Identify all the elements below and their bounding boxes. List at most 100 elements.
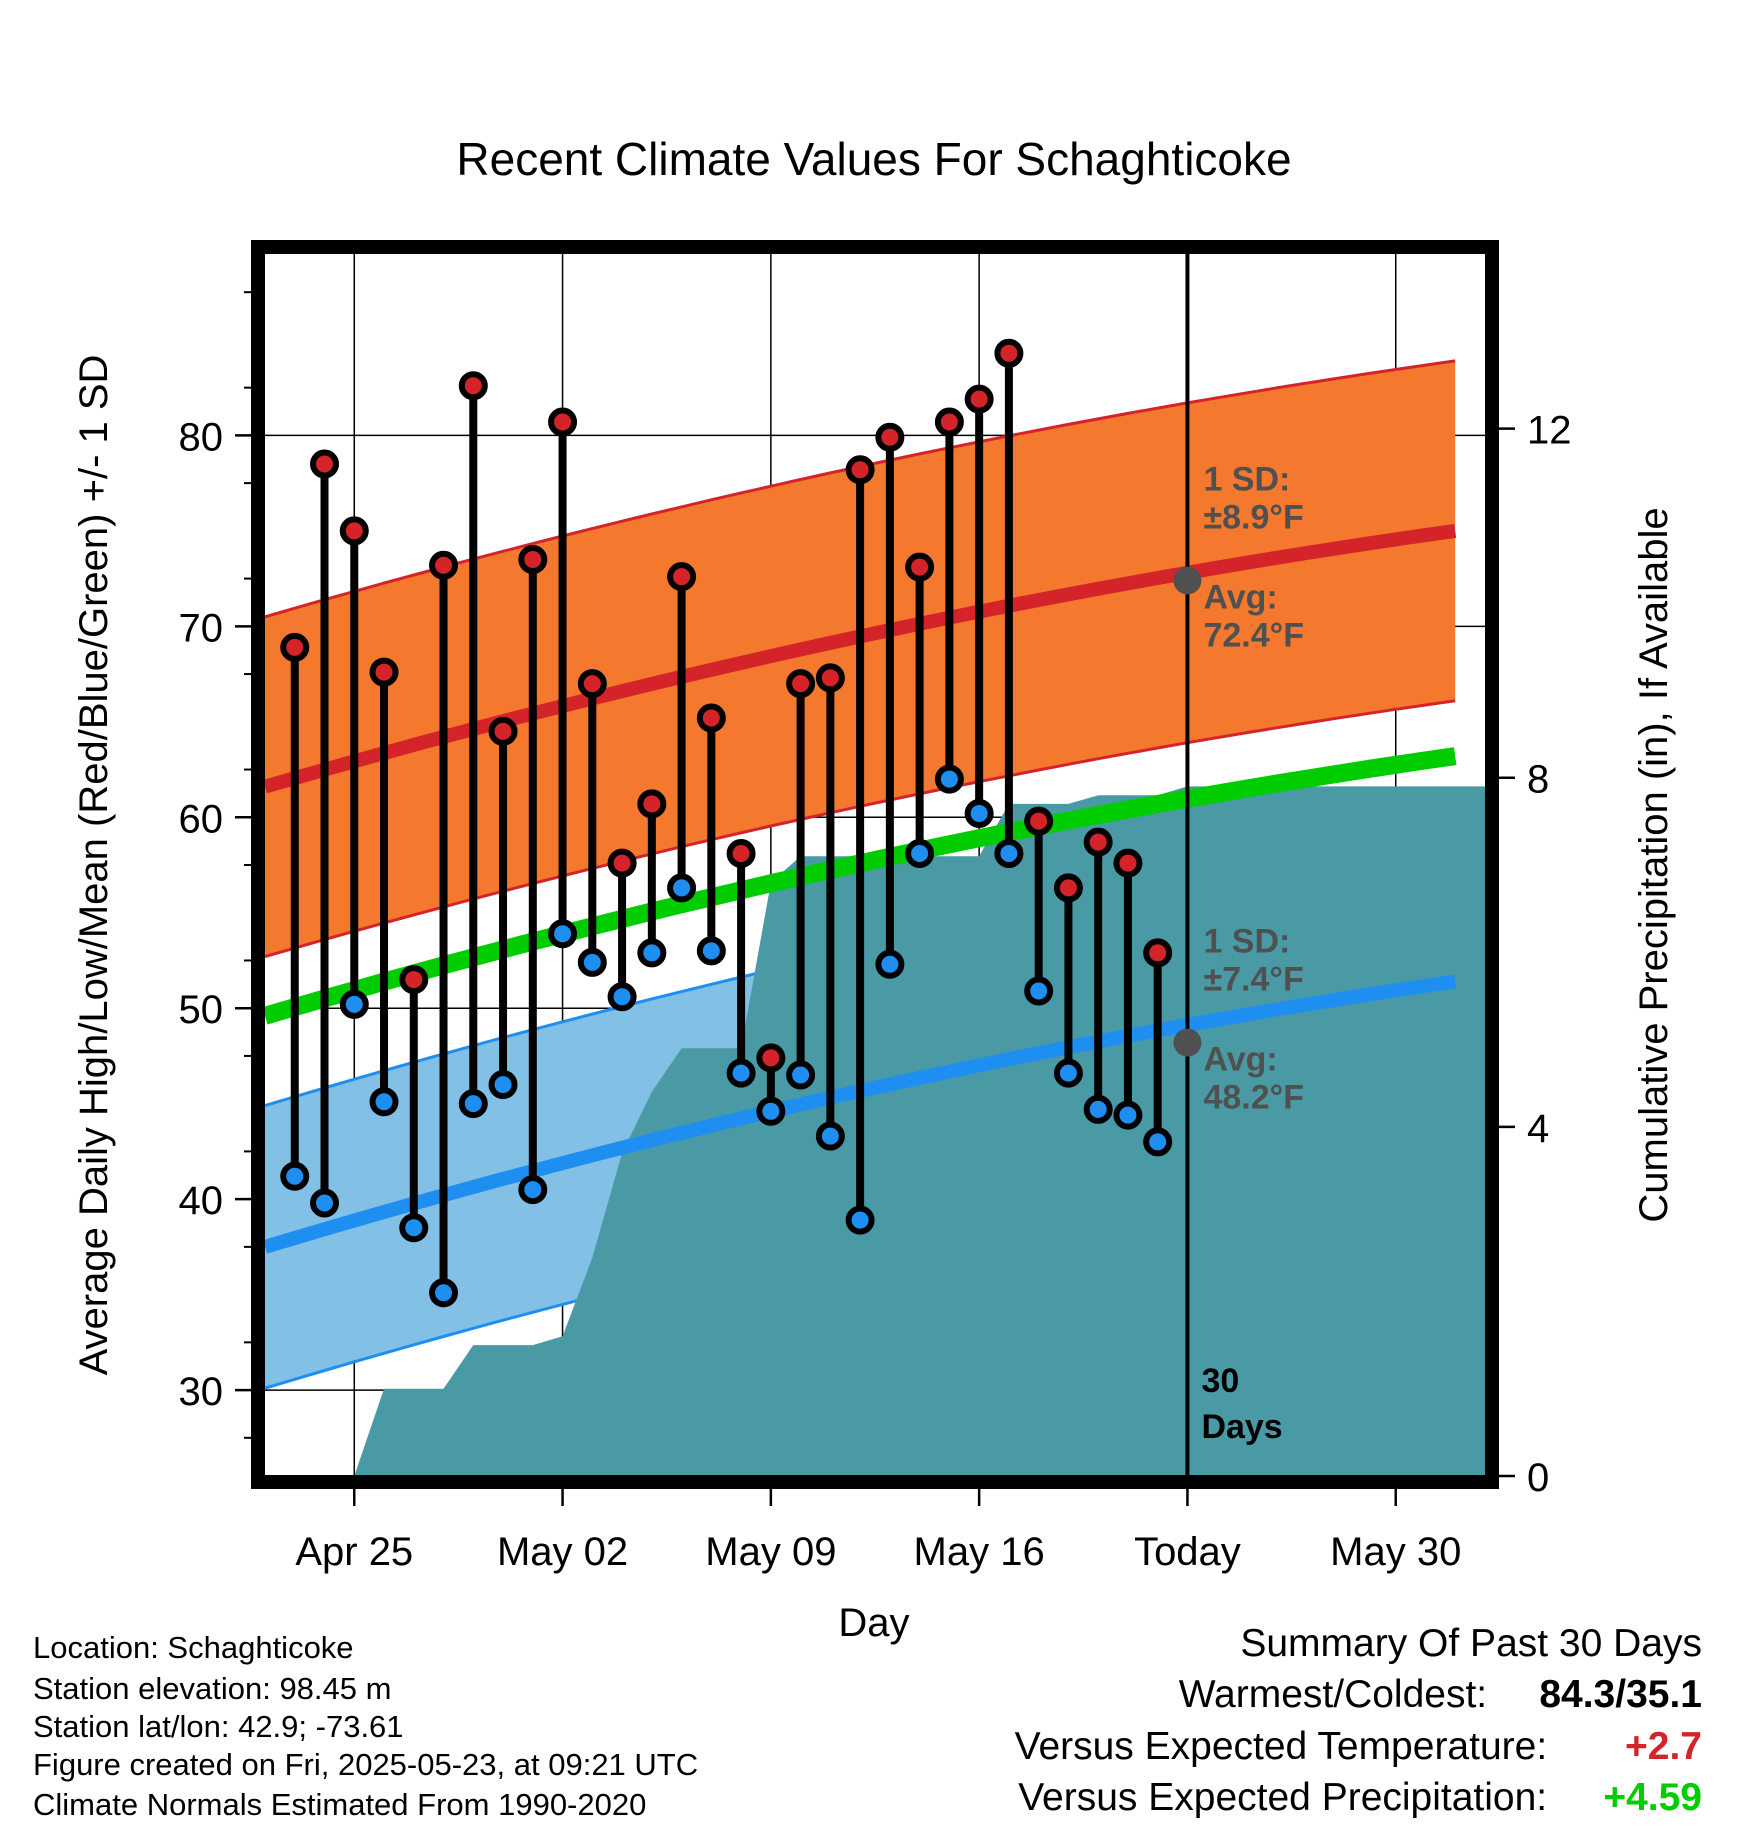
low-temp-point xyxy=(310,1188,340,1218)
high-temp-point xyxy=(875,422,905,452)
low-temp-point xyxy=(815,1121,845,1151)
high-temp-point xyxy=(815,663,845,693)
axes: 30 40 50 60 70 80 0 4 8 12 Apr 25 May 02 May 09 May 1… xyxy=(179,291,1572,1574)
x-tick-label: May 09 xyxy=(705,1530,836,1574)
annotation-low-line3: Avg: xyxy=(1203,1041,1277,1079)
precip-area xyxy=(354,786,1485,1476)
high-temp-point xyxy=(1083,827,1113,857)
daily-temperatures xyxy=(280,338,1173,1308)
high-temp-point xyxy=(726,839,756,869)
low-temp-point xyxy=(786,1060,816,1090)
annotation-high-line3: Avg: xyxy=(1203,579,1277,617)
y-tick-label: 60 xyxy=(179,797,224,841)
chart-title: Recent Climate Values For Schaghticoke xyxy=(456,133,1291,185)
x-tick-label: May 16 xyxy=(914,1530,1045,1574)
y2-axis-label: Cumulative Precipitation (in), If Availa… xyxy=(1632,507,1676,1222)
low-temp-point xyxy=(964,798,994,828)
high-temp-point xyxy=(845,455,875,485)
high-temp-point xyxy=(1143,938,1173,968)
high-temp-point xyxy=(369,657,399,687)
footer-latlon: Station lat/lon: 42.9; -73.61 xyxy=(33,1709,404,1744)
high-temp-point xyxy=(548,407,578,437)
high-temp-point xyxy=(934,407,964,437)
y-axis-label: Average Daily High/Low/Mean (Red/Blue/Gr… xyxy=(72,355,116,1376)
low-temp-point xyxy=(548,919,578,949)
low-temp-point xyxy=(1024,976,1054,1006)
precipitation-area xyxy=(354,786,1485,1476)
low-temp-point xyxy=(369,1087,399,1117)
high-temp-point xyxy=(786,669,816,699)
footer-created: Figure created on Fri, 2025-05-23, at 09… xyxy=(33,1747,699,1782)
low-temp-point xyxy=(994,839,1024,869)
high-temp-point xyxy=(399,965,429,995)
summary-temp-row: Versus Expected Temperature: +2.7 xyxy=(1015,1727,1702,1766)
low-temp-point xyxy=(696,936,726,966)
low-temp-point xyxy=(458,1089,488,1119)
today-marker: 30 Days xyxy=(1185,254,1283,1476)
high-temp-point xyxy=(280,632,310,662)
annotation-high-line2: ±8.9°F xyxy=(1203,499,1303,537)
today-days-label: Days xyxy=(1201,1408,1282,1446)
summary-precip-row: Versus Expected Precipitation: +4.59 xyxy=(1018,1778,1702,1817)
summary-warmest-value: 84.3/35.1 xyxy=(1539,1673,1702,1716)
footer-normals: Climate Normals Estimated From 1990-2020 xyxy=(33,1787,647,1822)
y-tick-label: 30 xyxy=(179,1370,224,1414)
annotation-high-line4: 72.4°F xyxy=(1203,617,1304,655)
avg-low-marker xyxy=(1173,1028,1202,1057)
high-temp-point xyxy=(994,338,1024,368)
low-temp-point xyxy=(875,949,905,979)
low-temp-point xyxy=(607,982,637,1012)
low-temp-point xyxy=(429,1278,459,1308)
annotation-low-line1: 1 SD: xyxy=(1203,923,1290,961)
high-temp-point xyxy=(1113,848,1143,878)
y-tick-label: 70 xyxy=(179,606,224,650)
footer-location: Location: Schaghticoke xyxy=(33,1630,354,1665)
today-days-number: 30 xyxy=(1201,1362,1239,1400)
low-temp-point xyxy=(1083,1094,1113,1124)
summary-temp-label: Versus Expected Temperature: xyxy=(1014,1725,1548,1768)
high-temp-point xyxy=(667,562,697,592)
x-tick-label: Today xyxy=(1134,1530,1241,1574)
low-temp-point xyxy=(934,764,964,794)
avg-high-marker xyxy=(1173,566,1202,595)
x-tick-label: May 02 xyxy=(497,1530,628,1574)
y2-tick-label: 12 xyxy=(1527,409,1572,453)
y-tick-label: 80 xyxy=(179,415,224,459)
low-temp-point xyxy=(1113,1100,1143,1130)
low-temp-point xyxy=(905,839,935,869)
plot-frame xyxy=(251,240,1499,1489)
high-temp-point xyxy=(905,552,935,582)
low-temp-point xyxy=(667,873,697,903)
low-temp-point xyxy=(756,1096,786,1126)
low-temp-point xyxy=(577,947,607,977)
high-temp-point xyxy=(518,545,548,574)
annotation-low-line4: 48.2°F xyxy=(1203,1079,1304,1117)
high-temp-point xyxy=(756,1043,786,1073)
y2-tick-label: 4 xyxy=(1527,1107,1549,1151)
low-temp-point xyxy=(280,1161,310,1191)
low-temp-point xyxy=(726,1058,756,1088)
y-tick-label: 50 xyxy=(179,988,224,1032)
summary-warmest-row: Warmest/Coldest: 84.3/35.1 xyxy=(1179,1675,1702,1714)
summary-title: Summary Of Past 30 Days xyxy=(1240,1622,1702,1665)
annotation-low-line2: ±7.4°F xyxy=(1203,961,1303,999)
low-temp-point xyxy=(488,1070,518,1100)
high-temp-point xyxy=(429,550,459,580)
high-temp-point xyxy=(1053,873,1083,903)
low-temp-point xyxy=(518,1175,548,1205)
low-temp-point xyxy=(845,1205,875,1235)
high-temp-point xyxy=(458,371,488,401)
x-tick-label: May 30 xyxy=(1330,1530,1461,1574)
summary-precip-label: Versus Expected Precipitation: xyxy=(1018,1776,1548,1819)
y2-tick-label: 0 xyxy=(1527,1456,1549,1500)
high-temp-point xyxy=(637,789,667,819)
x-axis-label: Day xyxy=(838,1601,909,1645)
low-temp-point xyxy=(339,989,369,1019)
y2-tick-label: 8 xyxy=(1527,758,1549,802)
high-temp-point xyxy=(310,449,340,479)
low-temp-point xyxy=(399,1213,429,1243)
low-temp-point xyxy=(1053,1058,1083,1088)
